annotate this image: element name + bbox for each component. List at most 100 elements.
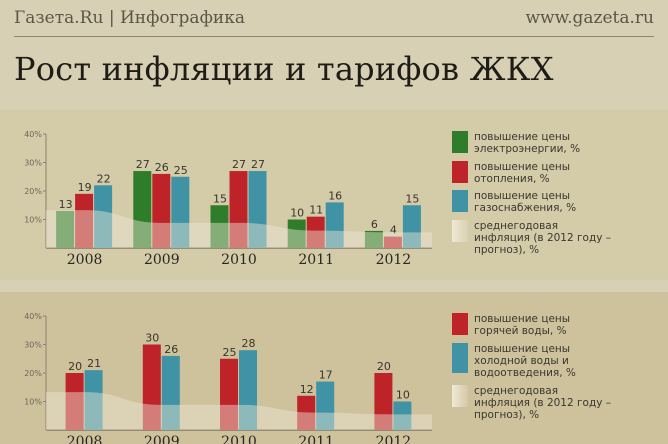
legend-label: повышение цены газоснабжения, % xyxy=(474,190,577,214)
y-tick-label: 40% xyxy=(24,130,42,139)
x-category-label: 2008 xyxy=(67,434,103,444)
bar xyxy=(220,358,238,430)
legend-swatch xyxy=(452,220,468,242)
bar-value-label: 16 xyxy=(328,189,342,202)
bar-value-label: 25 xyxy=(223,346,237,359)
bar-value-label: 20 xyxy=(68,360,82,373)
y-tick-label: 20% xyxy=(24,369,42,378)
legend-label: среднегодовая инфляция (в 2012 году – пр… xyxy=(474,385,612,421)
legend-item-inflation: среднегодовая инфляция (в 2012 году – пр… xyxy=(452,220,612,256)
bar xyxy=(325,202,344,248)
bar xyxy=(248,171,267,248)
inflation-area xyxy=(46,210,432,248)
bar-value-label: 13 xyxy=(59,198,73,211)
bar xyxy=(65,373,84,430)
legend-label: среднегодовая инфляция (в 2012 году – пр… xyxy=(474,220,612,256)
y-tick-label: 40% xyxy=(24,312,42,321)
bar xyxy=(142,344,161,430)
y-tick-label: 20% xyxy=(24,187,42,196)
bar-value-label: 19 xyxy=(78,181,92,194)
legend-label: повышение цены электроэнергии, % xyxy=(474,131,581,155)
bar-value-label: 15 xyxy=(405,192,419,205)
x-category-label: 2009 xyxy=(144,252,180,268)
legend-swatch xyxy=(452,343,468,373)
bar xyxy=(374,373,393,430)
legend-swatch xyxy=(452,385,468,407)
bar-value-label: 27 xyxy=(251,158,265,171)
legend-chart-1: повышение цены электроэнергии, % повышен… xyxy=(452,131,652,256)
legend-item-inflation: среднегодовая инфляция (в 2012 году – пр… xyxy=(452,385,612,421)
y-tick-label: 10% xyxy=(24,216,42,225)
legend-item-cold-water: повышение цены холодной воды и водоотвед… xyxy=(452,343,612,379)
page-title: Рост инфляции и тарифов ЖКХ xyxy=(14,50,554,88)
bar xyxy=(94,185,113,248)
x-category-label: 2011 xyxy=(298,434,334,444)
bar xyxy=(393,401,412,430)
bar-value-label: 20 xyxy=(377,360,391,373)
legend-label: повышение цены отопления, % xyxy=(474,161,571,185)
x-category-label: 2009 xyxy=(144,434,180,444)
x-category-label: 2010 xyxy=(221,252,257,268)
inflation-area xyxy=(46,392,432,430)
legend-swatch xyxy=(452,313,468,335)
bar-value-label: 22 xyxy=(97,172,111,185)
y-tick-label: 10% xyxy=(24,398,42,407)
bar-value-label: 21 xyxy=(87,357,101,370)
legend-label: повышение цены горячей воды, % xyxy=(474,313,571,337)
x-category-label: 2012 xyxy=(376,434,412,444)
bar-value-label: 10 xyxy=(396,389,410,402)
y-tick-label: 30% xyxy=(24,159,42,168)
x-category-label: 2011 xyxy=(298,252,334,268)
bar xyxy=(306,216,325,248)
bar-value-label: 12 xyxy=(300,383,314,396)
bar xyxy=(287,219,306,248)
bar xyxy=(229,171,248,248)
legend-swatch xyxy=(452,161,468,183)
bar xyxy=(75,193,94,248)
bar-value-label: 17 xyxy=(319,369,333,382)
bar xyxy=(316,381,335,430)
bar-value-label: 6 xyxy=(371,218,378,231)
bar xyxy=(383,236,402,248)
bar xyxy=(402,205,421,248)
header-divider xyxy=(14,36,654,37)
y-tick-label: 30% xyxy=(24,341,42,350)
bar-value-label: 27 xyxy=(232,158,246,171)
brand-label: Газета.Ru | Инфографика xyxy=(14,8,245,28)
legend-item-gas: повышение цены газоснабжения, % xyxy=(452,190,612,214)
x-category-label: 2008 xyxy=(67,252,103,268)
site-url[interactable]: www.gazeta.ru xyxy=(525,8,654,28)
bar xyxy=(239,350,257,430)
bar xyxy=(56,210,75,248)
bar xyxy=(364,230,383,248)
bar xyxy=(210,205,229,248)
legend-item-hot-water: повышение цены горячей воды, % xyxy=(452,313,612,337)
legend-chart-2: повышение цены горячей воды, % повышение… xyxy=(452,313,652,423)
legend-item-heating: повышение цены отопления, % xyxy=(452,161,612,185)
bar-value-label: 11 xyxy=(309,204,323,217)
legend-item-electricity: повышение цены электроэнергии, % xyxy=(452,131,612,155)
bar xyxy=(161,355,180,430)
bar-value-label: 26 xyxy=(155,161,169,174)
bar xyxy=(152,173,171,248)
bar-value-label: 4 xyxy=(390,224,397,237)
legend-label: повышение цены холодной воды и водоотвед… xyxy=(474,343,576,379)
legend-swatch xyxy=(452,131,468,153)
bar-value-label: 15 xyxy=(213,192,227,205)
bar xyxy=(171,176,190,248)
x-category-label: 2012 xyxy=(376,252,412,268)
bar xyxy=(133,171,152,248)
bar xyxy=(84,370,103,430)
bar xyxy=(297,395,316,430)
bar-value-label: 30 xyxy=(145,332,159,345)
bar-value-label: 27 xyxy=(136,158,150,171)
bar-value-label: 26 xyxy=(164,343,178,356)
bar-value-label: 10 xyxy=(290,207,304,220)
legend-swatch xyxy=(452,190,468,212)
bar-value-label: 25 xyxy=(174,164,188,177)
x-category-label: 2010 xyxy=(221,434,257,444)
bar-value-label: 28 xyxy=(242,337,256,350)
